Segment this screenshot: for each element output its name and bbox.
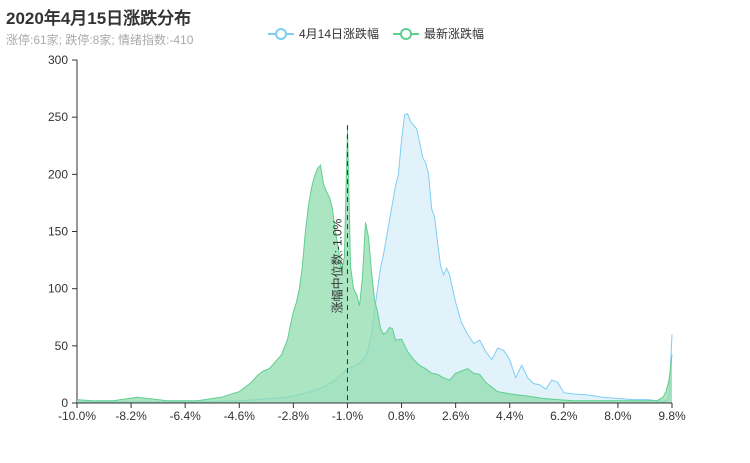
x-tick-label: -10.0% — [58, 409, 96, 423]
y-tick-label: 150 — [48, 225, 68, 239]
legend-label-series-2: 最新涨跌幅 — [424, 27, 485, 41]
median-marker-label: 涨幅中位数:-1.0% — [329, 218, 344, 313]
y-tick-label: 100 — [48, 282, 68, 296]
chart-subtitle: 涨停:61家; 跌停:8家; 情绪指数:-410 — [6, 33, 194, 47]
legend-label-series-1: 4月14日涨跌幅 — [299, 27, 380, 41]
x-tick-label: 4.4% — [496, 409, 524, 423]
series-2-area — [77, 128, 672, 403]
x-tick-label: 2.6% — [442, 409, 470, 423]
x-tick-label: 8.0% — [604, 409, 632, 423]
x-tick-label: -6.4% — [170, 409, 202, 423]
y-tick-label: 0 — [61, 396, 68, 410]
legend-item-series-2[interactable]: 最新涨跌幅 — [393, 25, 484, 42]
y-tick-label: 300 — [48, 53, 68, 67]
legend-item-series-1[interactable]: 4月14日涨跌幅 — [268, 25, 379, 42]
series-2-line — [76, 128, 673, 402]
y-tick-label: 50 — [55, 339, 69, 353]
x-tick-label: -8.2% — [115, 409, 147, 423]
legend-marker-series-2-icon — [393, 27, 420, 40]
chart-title: 2020年4月15日涨跌分布 — [6, 9, 192, 28]
x-tick-label: 0.8% — [388, 409, 416, 423]
x-tick-label: 6.2% — [550, 409, 578, 423]
legend: 4月14日涨跌幅 最新涨跌幅 — [268, 25, 484, 42]
x-tick-label: -1.0% — [332, 409, 364, 423]
y-tick-label: 200 — [48, 167, 68, 181]
y-tick-label: 250 — [48, 110, 68, 124]
x-tick-label: -4.6% — [224, 409, 256, 423]
legend-marker-series-1-icon — [268, 27, 294, 40]
x-tick-label: -2.8% — [278, 409, 310, 423]
x-tick-label: 9.8% — [658, 409, 686, 423]
